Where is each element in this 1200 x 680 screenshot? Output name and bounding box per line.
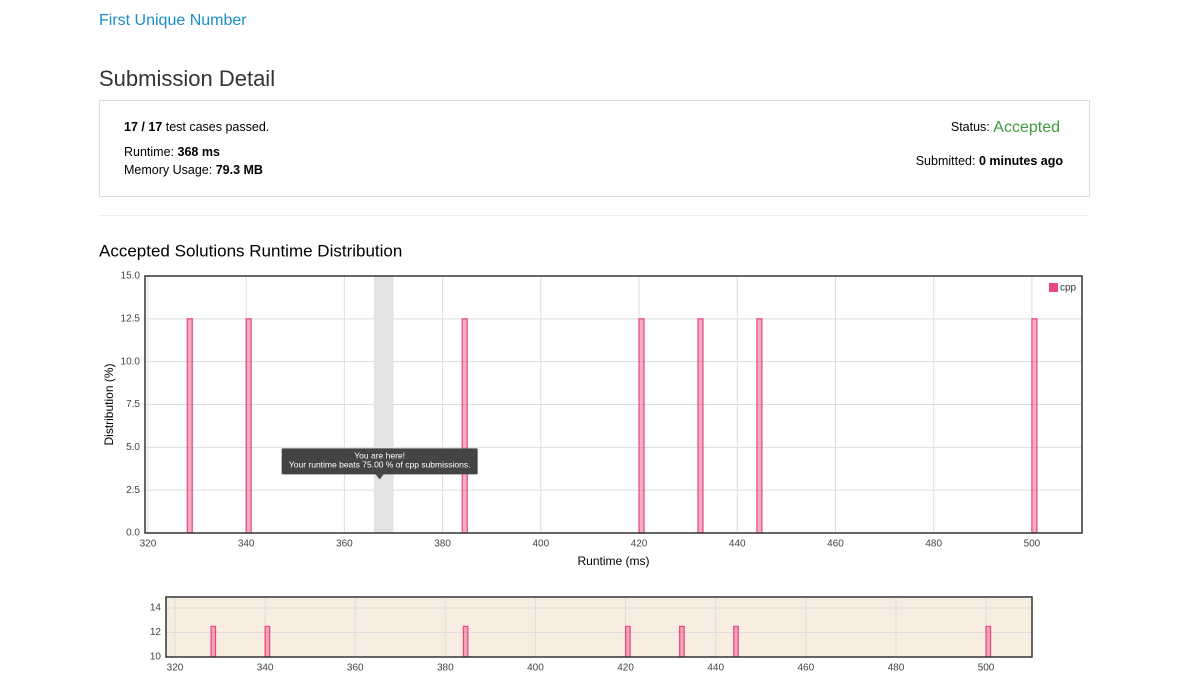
x-tick-label: 340	[238, 539, 255, 550]
plot-background	[166, 597, 1032, 657]
y-tick-label: 12	[150, 627, 162, 638]
bar	[1031, 318, 1038, 534]
submitted-line: Submitted: 0 minutes ago	[916, 154, 1064, 168]
submitted-label: Submitted:	[916, 154, 976, 168]
plot-frame	[165, 596, 1033, 658]
bar	[733, 625, 739, 658]
x-tick-label: 340	[257, 663, 274, 674]
bar	[697, 318, 704, 534]
legend-label: cpp	[1060, 283, 1077, 294]
section-title: Accepted Solutions Runtime Distribution	[99, 241, 402, 260]
y-tick-label: 15.0	[121, 271, 141, 282]
x-tick-label: 360	[347, 663, 364, 674]
y-tick-label: 0.0	[126, 528, 140, 539]
runtime-line: Runtime: 368 ms	[124, 145, 220, 159]
bar	[264, 625, 271, 658]
y-tick-label: 5.0	[126, 442, 140, 453]
y-tick-label: 10.0	[121, 356, 141, 367]
x-tick-label: 500	[978, 663, 995, 674]
x-tick-label: 320	[167, 663, 184, 674]
passed-line: 17 / 17 test cases passed.	[124, 120, 269, 134]
summary-box	[99, 100, 1090, 197]
y-tick-label: 14	[150, 603, 162, 614]
x-tick-label: 380	[437, 663, 454, 674]
bar	[462, 625, 469, 658]
passed-suffix: test cases passed.	[166, 120, 270, 134]
x-tick-label: 500	[1024, 539, 1041, 550]
bar	[210, 625, 217, 658]
status: Accepted	[993, 119, 1060, 136]
y-axis-title: Distribution (%)	[102, 363, 116, 445]
x-tick-label: 360	[336, 539, 353, 550]
x-tick-label: 380	[434, 539, 451, 550]
y-tick-label: 7.5	[126, 399, 140, 410]
x-tick-label: 440	[729, 539, 746, 550]
memory: 79.3 MB	[216, 163, 263, 177]
legend-swatch	[1049, 283, 1058, 292]
x-tick-label: 400	[532, 539, 549, 550]
x-tick-label: 420	[631, 539, 648, 550]
runtime: 368 ms	[178, 145, 220, 159]
bar	[756, 318, 763, 534]
plot-frame	[144, 275, 1083, 534]
highlight-band	[373, 276, 394, 533]
tooltip-text: You are here!	[354, 451, 405, 461]
x-tick-label: 320	[140, 539, 157, 550]
status-line: Status: Accepted	[951, 119, 1060, 136]
status-label: Status:	[951, 120, 990, 134]
y-tick-label: 2.5	[126, 485, 140, 496]
bar	[638, 318, 645, 534]
bar	[245, 318, 252, 534]
passed: 17 / 17	[124, 120, 162, 134]
x-tick-label: 460	[797, 663, 814, 674]
bar	[679, 625, 685, 658]
tooltip-pointer	[375, 474, 384, 480]
page-title: Submission Detail	[99, 66, 275, 91]
x-tick-label: 480	[888, 663, 905, 674]
x-tick-label: 460	[827, 539, 844, 550]
bar	[985, 625, 992, 658]
x-tick-label: 420	[617, 663, 634, 674]
y-tick-label: 10	[150, 652, 162, 663]
bar	[461, 318, 468, 534]
memory-line: Memory Usage: 79.3 MB	[124, 163, 263, 177]
submitted: 0 minutes ago	[979, 154, 1063, 168]
x-tick-label: 480	[925, 539, 942, 550]
x-axis-title: Runtime (ms)	[577, 554, 649, 568]
runtime-label: Runtime:	[124, 145, 174, 159]
tooltip-box	[281, 448, 478, 475]
y-tick-label: 12.5	[121, 313, 141, 324]
x-tick-label: 400	[527, 663, 544, 674]
tooltip-text: Your runtime beats 75.00 % of cpp submis…	[289, 460, 471, 470]
bar	[186, 318, 193, 534]
problem-link[interactable]: First Unique Number	[99, 12, 247, 29]
memory-label: Memory Usage:	[124, 163, 212, 177]
x-tick-label: 440	[707, 663, 724, 674]
bar	[624, 625, 631, 658]
